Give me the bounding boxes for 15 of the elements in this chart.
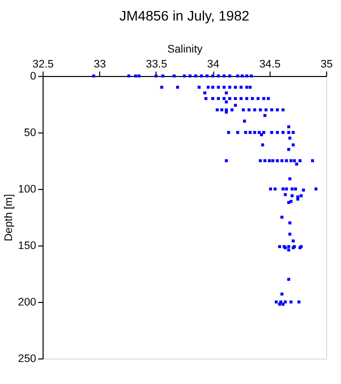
x-axis-title: Salinity (167, 44, 203, 56)
x-tick-label: 34 (207, 58, 220, 71)
x-tick-label: 34.5 (259, 58, 281, 71)
y-tick-label: 200 (18, 296, 36, 308)
x-tick-label: 32.5 (32, 58, 54, 71)
x-tick-label: 35 (320, 58, 333, 71)
y-tick-label: 150 (18, 240, 36, 252)
x-tick-label: 33 (94, 58, 106, 71)
y-tick-label: 250 (18, 352, 36, 365)
y-tick-label: 0 (30, 70, 36, 82)
y-tick-label: 50 (24, 126, 36, 139)
y-axis-title: Depth [m] (3, 194, 16, 242)
chart-title: JM4856 in July, 1982 (119, 7, 250, 24)
x-tick-label: 33.5 (146, 58, 168, 71)
y-tick-label: 100 (18, 183, 36, 196)
